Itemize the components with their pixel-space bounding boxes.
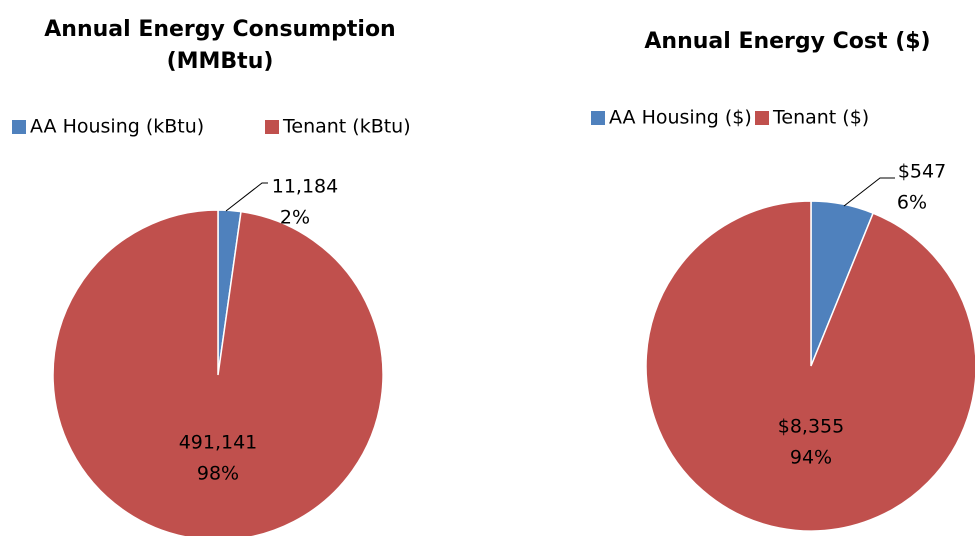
- legend-swatch: [265, 120, 279, 134]
- pie-slice: [52, 209, 384, 536]
- percent-label: 6%: [897, 192, 927, 214]
- percent-label: 94%: [790, 447, 832, 469]
- legend-swatch: [755, 111, 769, 125]
- percent-label: 98%: [197, 463, 239, 485]
- leader-line: [225, 182, 268, 212]
- legend-label: Tenant (kBtu): [282, 116, 411, 138]
- legend-label: Tenant ($): [772, 107, 869, 129]
- data-label: 11,184: [272, 176, 338, 198]
- data-label: 491,141: [179, 432, 258, 454]
- chart-title: Annual Energy Consumption (MMBtu): [44, 17, 396, 74]
- legend-label: AA Housing ($): [609, 107, 752, 129]
- legend-swatch: [591, 111, 605, 125]
- percent-label: 2%: [280, 207, 310, 229]
- data-label: $8,355: [778, 416, 844, 438]
- data-label: $547: [898, 161, 946, 183]
- chart-title: Annual Energy Cost ($): [644, 29, 931, 54]
- leader-line: [843, 177, 895, 207]
- legend-swatch: [12, 120, 26, 134]
- pie-slice: [645, 200, 975, 532]
- legend-label: AA Housing (kBtu): [30, 116, 204, 138]
